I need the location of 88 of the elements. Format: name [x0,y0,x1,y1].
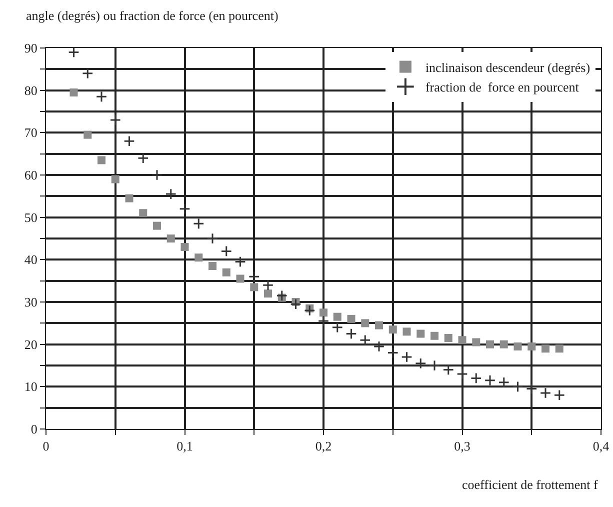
x-tick-label: 0,4 [592,438,610,454]
point [401,351,412,363]
point [220,246,232,257]
point [347,314,356,323]
point [472,338,480,346]
point [276,290,288,302]
y-tick-label: 90 [24,40,38,56]
point [442,364,454,376]
point [402,328,411,336]
point [458,336,466,344]
point [444,334,452,342]
point [428,360,440,372]
y-tick-label: 80 [24,82,38,98]
point [111,175,120,184]
point [528,342,536,350]
point [70,88,78,96]
point [346,328,357,340]
y-tick-label: 20 [24,336,38,352]
y-tick-label: 70 [24,125,38,140]
point [416,330,425,338]
point [180,242,189,251]
point [98,156,106,164]
point [166,234,175,242]
point [206,232,218,244]
point [512,381,524,392]
point [500,340,508,348]
point [540,387,552,399]
point [456,368,468,380]
y-tick-label: 30 [24,294,38,310]
point [484,374,496,386]
point [139,209,148,218]
x-axis-title: coefficient de frottement f [462,477,599,492]
point [192,218,204,230]
point [430,332,438,340]
point [290,298,302,310]
point [304,304,316,316]
point [361,319,370,328]
point [248,270,260,282]
point [486,340,494,348]
point [555,344,564,353]
point [165,188,177,200]
point [234,256,246,268]
y-tick-label: 0 [30,422,38,437]
legend-label: inclinaison descendeur (degrés) [425,60,590,75]
point [373,340,385,352]
point [222,268,230,276]
point [414,358,426,370]
y-tick-label: 10 [24,379,38,394]
y-tick-label: 60 [24,168,38,183]
point [526,383,538,394]
point [359,334,371,346]
x-tick-label: 0,2 [315,438,332,454]
point [554,389,566,401]
point [125,194,134,202]
point [236,274,244,283]
point [387,347,399,358]
point [179,203,190,215]
point [96,91,108,102]
legend-label: fraction de force en pourcent [425,80,580,95]
point [332,322,344,334]
point [498,376,510,388]
point [84,130,92,139]
point [333,312,342,321]
point [388,326,397,334]
point [250,283,258,292]
point [68,48,80,58]
x-tick-label: 0,1 [176,438,193,454]
y-tick-label: 40 [24,252,38,268]
point [151,169,163,181]
point [137,152,149,164]
point [194,254,203,262]
x-tick-label: 0,3 [454,438,470,454]
y-axis-title: angle (degrés) ou fraction de force (en pourcent) [26,8,278,23]
point [153,222,161,230]
point [470,372,482,384]
point [514,342,522,350]
point [262,279,274,291]
point [82,68,94,80]
point [110,114,122,126]
point [208,262,216,270]
point [124,135,135,147]
point [320,308,328,317]
point [542,344,550,353]
y-tick-label: 50 [24,210,38,225]
point [318,315,330,327]
point [264,290,272,298]
point [375,321,383,330]
x-tick-label: 0 [42,438,50,454]
